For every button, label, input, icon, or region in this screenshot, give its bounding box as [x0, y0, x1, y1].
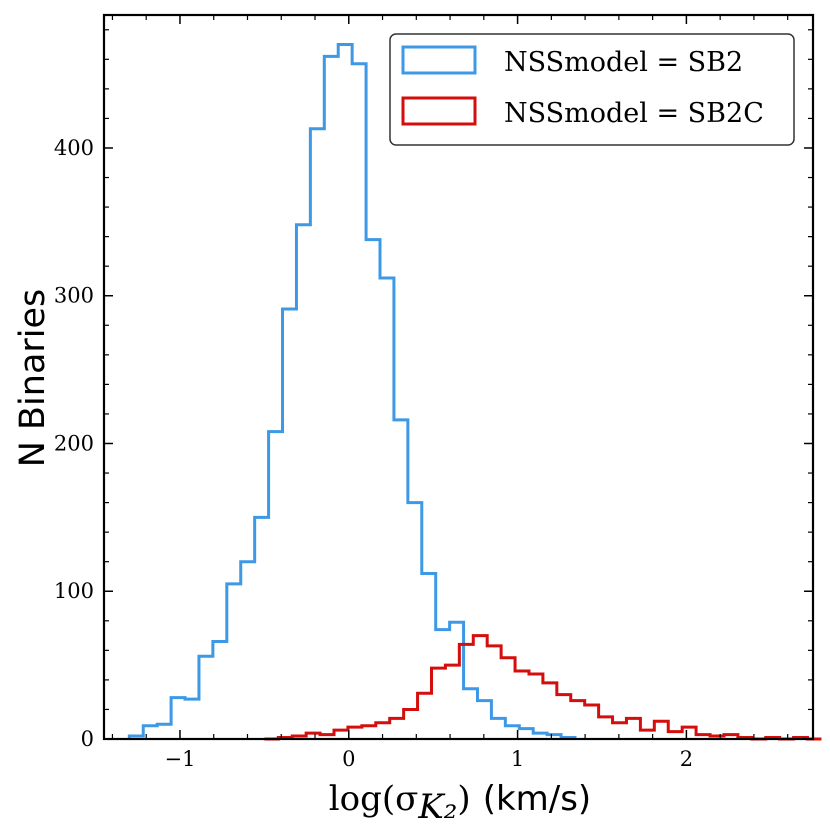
y-tick-label: 300 — [54, 284, 94, 308]
plot-frame — [102, 13, 815, 741]
plot-series — [127, 43, 822, 741]
x-tick-label: 1 — [511, 747, 524, 771]
x-tick-label: 0 — [342, 747, 355, 771]
axes — [102, 13, 815, 741]
axis-ticks: −1 0 1 2 0 100 200 300 400 — [54, 15, 813, 771]
series-sb2-histogram — [127, 43, 577, 740]
series-sb2c-histogram — [264, 634, 822, 741]
legend-frame — [389, 33, 795, 146]
y-tick-label: 200 — [54, 431, 94, 455]
x-axis-label-unit: (km/s) — [483, 779, 592, 819]
y-tick-label: 0 — [81, 727, 94, 751]
x-axis-label: log(σK₂) (km/s) — [329, 779, 591, 827]
legend-swatch-sb2 — [401, 45, 477, 75]
y-axis-label: N Binaries — [13, 289, 53, 468]
legend-swatch-sb2c — [401, 96, 477, 126]
x-tick-label: 2 — [680, 747, 693, 771]
x-axis-label-subscript: K₂ — [417, 787, 457, 827]
y-tick-label: 400 — [54, 136, 94, 160]
x-axis-label-close: ) — [457, 779, 470, 819]
legend: NSSmodel = SB2 NSSmodel = SB2C — [389, 33, 795, 146]
x-axis-label-math: log(σ — [329, 779, 419, 819]
x-tick-label: −1 — [164, 747, 195, 771]
legend-label-sb2: NSSmodel = SB2 — [504, 47, 743, 78]
legend-label-sb2c: NSSmodel = SB2C — [504, 98, 764, 129]
y-tick-label: 100 — [54, 579, 94, 603]
